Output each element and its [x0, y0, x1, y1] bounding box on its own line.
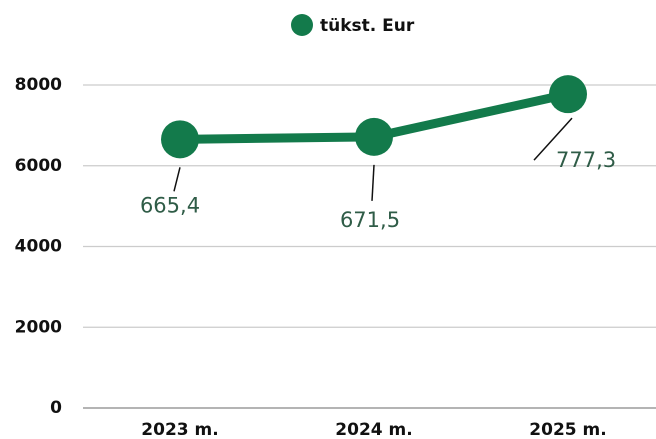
legend-marker	[291, 14, 313, 36]
y-tick-label: 4000	[15, 237, 62, 257]
y-tick-label: 2000	[15, 317, 62, 337]
data-label: 671,5	[340, 208, 400, 232]
data-label: 665,4	[140, 193, 200, 217]
x-tick-label: 2023 m.	[141, 420, 218, 439]
legend-label: tükst. Eur	[320, 16, 415, 36]
point	[161, 120, 199, 159]
leader-line	[533, 117, 573, 161]
leader-line	[371, 164, 375, 201]
point	[355, 117, 393, 156]
data-label: 777,3	[556, 148, 616, 172]
leader-line	[173, 167, 181, 192]
y-tick-label: 6000	[15, 156, 62, 176]
x-tick-label: 2025 m.	[529, 420, 606, 439]
y-tick-label: 8000	[15, 75, 62, 95]
y-tick-label: 0	[50, 398, 62, 418]
x-tick-label: 2024 m.	[335, 420, 412, 439]
point	[549, 75, 587, 114]
